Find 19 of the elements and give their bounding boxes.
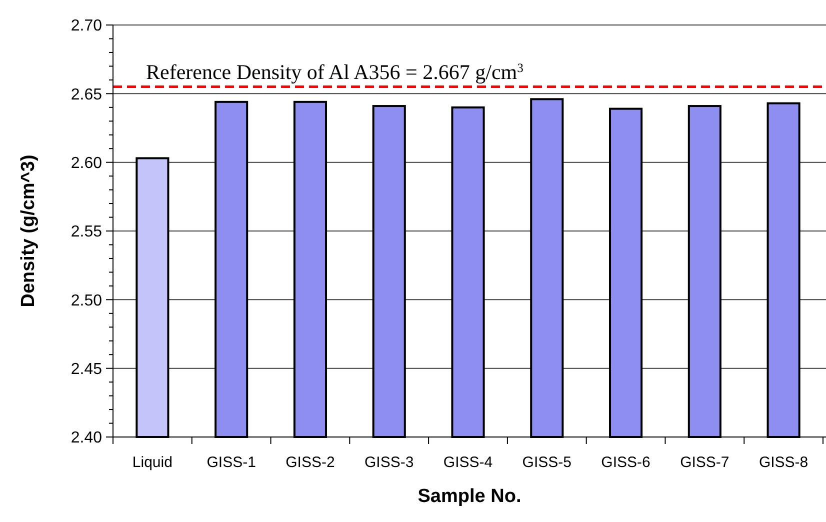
y-tick-label: 2.60	[70, 154, 102, 172]
x-tick-label: GISS-2	[286, 454, 335, 471]
y-axis-title: Density (g/cm^3)	[18, 154, 39, 308]
x-tick-label: Liquid	[132, 454, 172, 471]
text: 2.40	[70, 430, 102, 447]
x-tick-label: GISS-1	[206, 454, 256, 471]
y-tick-label: 2.55	[70, 224, 102, 241]
x-tick-label: GISS-8	[758, 454, 808, 471]
ref-line-label: Reference Density of Al A356 = 2.667 g/cm$^{3}$	[146, 60, 524, 84]
y-tick-label: 2.45	[70, 360, 102, 378]
y-tick-label: 2.70	[70, 18, 102, 35]
x-axis-title: Sample No.	[418, 486, 522, 507]
x-tick-label: GISS-4	[443, 454, 493, 471]
x-tick-label: GISS-7	[680, 454, 730, 471]
y-tick-label: 2.65	[70, 86, 102, 104]
y-tick-label: 2.50	[70, 292, 102, 310]
x-tick-label: GISS-6	[601, 454, 650, 471]
x-tick-label: GISS-5	[522, 454, 572, 471]
x-tick-label: GISS-3	[364, 454, 414, 471]
